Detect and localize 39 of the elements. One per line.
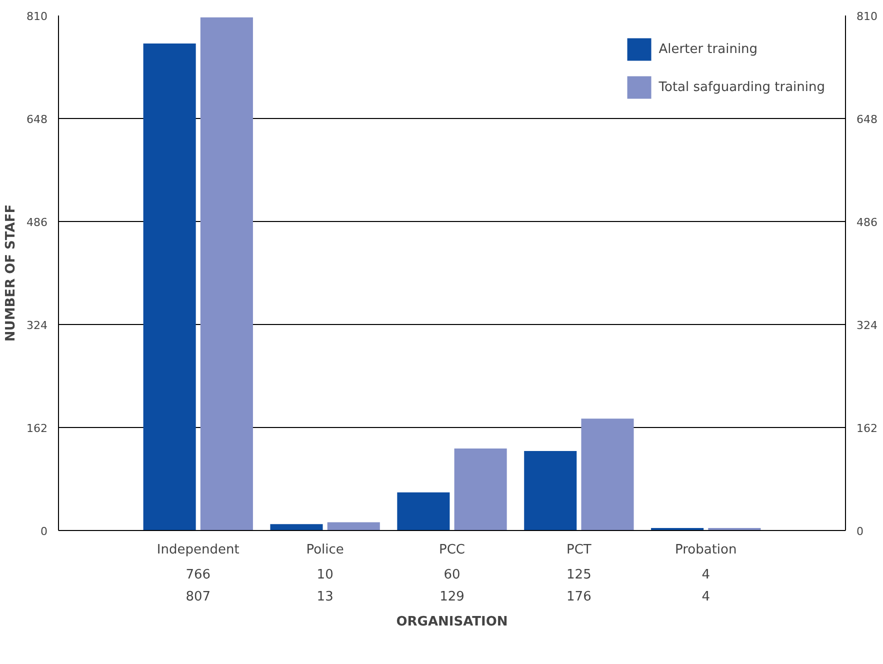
x-tick-label: Police xyxy=(306,542,344,558)
y-axis-title: NUMBER OF STAFF xyxy=(4,204,19,342)
data-label: 176 xyxy=(566,589,592,604)
y-tick-label: 0 xyxy=(40,525,48,538)
bar xyxy=(397,492,450,530)
y-tick-label: 324 xyxy=(26,319,48,332)
y2-tick-label: 324 xyxy=(856,319,878,332)
y2-tick-label: 648 xyxy=(856,113,878,126)
data-label: 13 xyxy=(316,589,334,604)
y-tick-label: 648 xyxy=(26,113,48,126)
y2-tick-label: 486 xyxy=(856,216,878,229)
data-label: 807 xyxy=(186,589,211,604)
y2-tick-label: 0 xyxy=(856,525,864,538)
y2-tick-label: 810 xyxy=(856,10,878,23)
data-label: 125 xyxy=(566,568,592,583)
x-tick-label: Probation xyxy=(675,542,737,558)
bar xyxy=(270,524,323,530)
bar xyxy=(454,448,507,530)
data-label: 129 xyxy=(440,589,464,604)
data-label: 4 xyxy=(702,568,710,583)
bar xyxy=(327,522,380,530)
y-tick-label: 810 xyxy=(26,10,48,23)
data-label: 60 xyxy=(444,568,460,583)
bar xyxy=(524,451,577,530)
bar xyxy=(200,17,253,530)
y-tick-label: 162 xyxy=(26,422,48,435)
x-axis-title: ORGANISATION xyxy=(396,614,508,630)
bar xyxy=(143,43,196,530)
legend-label: Alerter training xyxy=(658,42,758,56)
data-label: 766 xyxy=(186,568,211,583)
data-label: 10 xyxy=(316,568,334,583)
data-label: 4 xyxy=(702,589,710,604)
x-tick-label: PCT xyxy=(566,542,592,558)
y2-tick-label: 162 xyxy=(856,422,878,435)
y-tick-label: 486 xyxy=(26,216,48,229)
bar xyxy=(581,418,634,530)
x-tick-label: Independent xyxy=(156,542,240,558)
legend-label: Total safguarding training xyxy=(658,80,825,94)
x-tick-label: PCC xyxy=(439,542,466,558)
